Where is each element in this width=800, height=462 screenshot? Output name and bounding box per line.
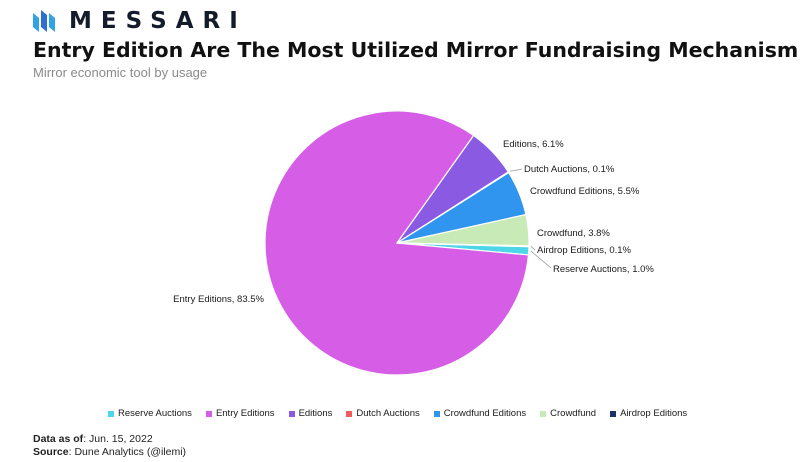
- brand-name: MESSARI: [69, 8, 247, 34]
- data-label: Crowdfund Editions, 5.5%: [530, 186, 640, 197]
- data-date-label: Data as of: [33, 433, 84, 445]
- legend-label: Crowdfund Editions: [443, 408, 527, 419]
- data-label: Crowdfund, 3.8%: [537, 228, 610, 239]
- leader-line: [530, 246, 536, 251]
- legend-label: Editions: [298, 408, 333, 419]
- data-label: Entry Editions, 83.5%: [173, 294, 264, 305]
- leader-line: [530, 250, 552, 269]
- data-label: Editions, 6.1%: [503, 139, 564, 150]
- chart-title: Entry Edition Are The Most Utilized Mirr…: [33, 38, 799, 62]
- legend-swatch: [205, 410, 212, 417]
- data-label: Reserve Auctions, 1.0%: [553, 264, 654, 275]
- legend-label: Airdrop Editions: [620, 408, 688, 419]
- messari-logo-icon: [33, 10, 55, 32]
- legend-item: Entry Editions: [205, 408, 275, 419]
- legend-label: Reserve Auctions: [118, 408, 192, 419]
- legend-item: Reserve Auctions: [108, 408, 192, 419]
- data-date-value: : Jun. 15, 2022: [83, 433, 153, 445]
- legend-label: Crowdfund: [550, 408, 597, 419]
- legend-swatch: [108, 410, 114, 417]
- chart-legend: Reserve Auctions Entry Editions Editions Du…: [108, 408, 687, 419]
- brand: MESSARI: [33, 8, 247, 34]
- legend-swatch: [540, 410, 547, 417]
- legend-swatch: [288, 410, 295, 417]
- legend-label: Entry Editions: [215, 408, 275, 419]
- legend-label: Dutch Auctions: [356, 408, 420, 419]
- data-source-label: Source: [33, 446, 69, 458]
- data-label: Airdrop Editions, 0.1%: [537, 245, 632, 256]
- data-label: Dutch Auctions, 0.1%: [524, 164, 615, 175]
- legend-swatch: [433, 410, 440, 417]
- legend-swatch: [610, 410, 617, 417]
- legend-item: Dutch Auctions: [346, 408, 420, 419]
- legend-item: Editions: [288, 408, 333, 419]
- legend-item: Airdrop Editions: [610, 408, 687, 419]
- data-date: Data as of: Jun. 15, 2022: [33, 433, 153, 445]
- legend-item: Crowdfund Editions: [433, 408, 527, 419]
- chart-subtitle: Mirror economic tool by usage: [33, 65, 208, 80]
- pie-slice-airdrop-editions: [396, 242, 530, 248]
- data-source-value: : Dune Analytics (@ilemi): [68, 446, 187, 458]
- leader-line: [510, 168, 523, 172]
- pie-slice-entry-editions: [264, 110, 530, 376]
- data-source: Source: Dune Analytics (@ilemi): [33, 446, 186, 458]
- legend-item: Crowdfund: [540, 408, 596, 419]
- legend-swatch: [346, 410, 353, 417]
